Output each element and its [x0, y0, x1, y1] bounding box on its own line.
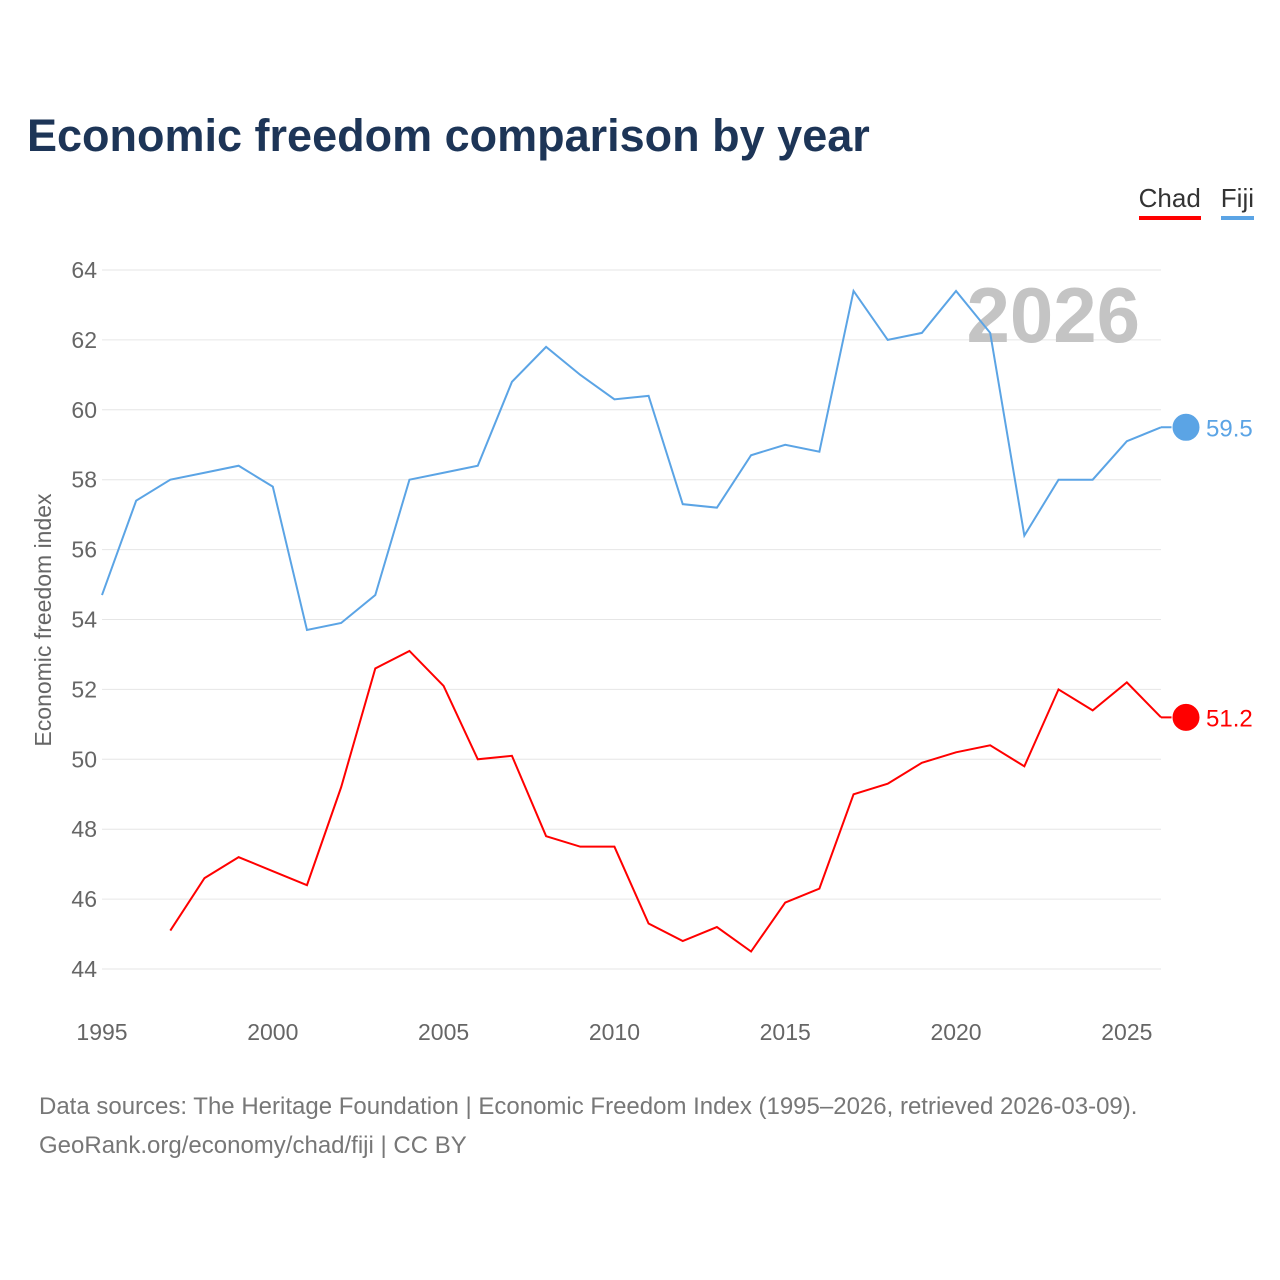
x-tick-label: 2000 [247, 1019, 298, 1045]
y-tick-label: 52 [71, 676, 97, 702]
y-tick-label: 50 [71, 746, 97, 772]
x-tick-label: 2010 [589, 1019, 640, 1045]
source-note: Data sources: The Heritage Foundation | … [39, 1087, 1137, 1165]
series-line-chad [169, 649, 1162, 953]
legend-item-chad[interactable]: Chad [1138, 183, 1201, 220]
x-tick-label: 2005 [418, 1019, 469, 1045]
y-tick-label: 60 [71, 397, 97, 423]
x-tick-label: 2025 [1101, 1019, 1152, 1045]
flag-icon-fiji [1171, 412, 1201, 442]
y-tick-label: 46 [71, 886, 97, 912]
legend-item-fiji[interactable]: Fiji [1220, 183, 1254, 220]
y-tick-label: 58 [71, 467, 97, 493]
year-watermark: 2026 [966, 271, 1140, 359]
end-value-label: 51.2 [1206, 705, 1253, 732]
y-tick-label: 64 [71, 257, 97, 283]
y-tick-label: 56 [71, 537, 97, 563]
y-tick-label: 44 [71, 956, 97, 982]
source-line: Data sources: The Heritage Foundation | … [39, 1093, 1138, 1120]
series-line-fiji [101, 288, 1162, 632]
source-link[interactable]: GeoRank.org/economy/chad/fiji | CC BY [39, 1132, 467, 1159]
x-tick-label: 2020 [930, 1019, 981, 1045]
legend: Chad Fiji [1138, 183, 1254, 220]
chart-title: Economic freedom comparison by year [27, 110, 870, 161]
x-tick-label: 1995 [76, 1019, 127, 1045]
y-tick-label: 48 [71, 816, 97, 842]
flag-icon-chad [1171, 702, 1201, 732]
end-value-label: 59.5 [1206, 415, 1253, 442]
y-tick-label: 54 [71, 607, 97, 633]
y-tick-label: 62 [71, 327, 97, 353]
x-tick-label: 2015 [760, 1019, 811, 1045]
y-axis-label: Economic freedom index [30, 493, 56, 747]
